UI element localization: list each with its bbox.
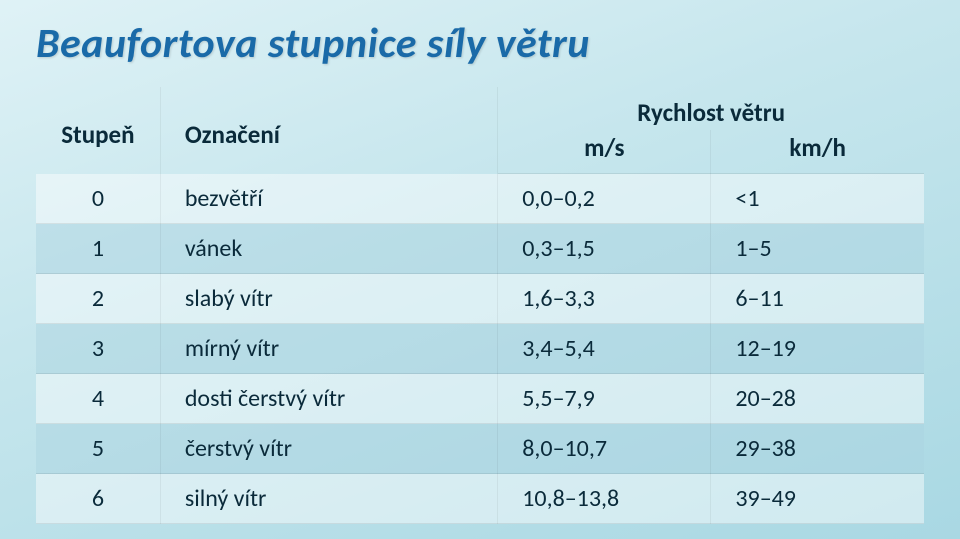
col-header-kmh: km/h xyxy=(711,130,924,174)
cell-oznaceni: bezvětří xyxy=(160,174,497,224)
cell-stupen: 2 xyxy=(36,274,160,324)
table-row: 2 slabý vítr 1,6–3,3 6–11 xyxy=(36,274,924,324)
cell-ms: 0,3–1,5 xyxy=(498,224,711,274)
table-row: 5 čerstvý vítr 8,0–10,7 29–38 xyxy=(36,424,924,474)
cell-kmh: 1–5 xyxy=(711,224,924,274)
col-header-oznaceni: Označení xyxy=(160,87,497,174)
cell-ms: 3,4–5,4 xyxy=(498,324,711,374)
cell-ms: 10,8–13,8 xyxy=(498,474,711,524)
cell-stupen: 1 xyxy=(36,224,160,274)
slide-title: Beaufortova stupnice síly větru xyxy=(36,18,924,69)
cell-oznaceni: silný vítr xyxy=(160,474,497,524)
cell-oznaceni: dosti čerstvý vítr xyxy=(160,374,497,424)
cell-stupen: 5 xyxy=(36,424,160,474)
cell-ms: 1,6–3,3 xyxy=(498,274,711,324)
table-row: 1 vánek 0,3–1,5 1–5 xyxy=(36,224,924,274)
table-row: 4 dosti čerstvý vítr 5,5–7,9 20–28 xyxy=(36,374,924,424)
cell-ms: 0,0–0,2 xyxy=(498,174,711,224)
table-body: 0 bezvětří 0,0–0,2 <1 1 vánek 0,3–1,5 1–… xyxy=(36,174,924,524)
cell-oznaceni: čerstvý vítr xyxy=(160,424,497,474)
cell-stupen: 6 xyxy=(36,474,160,524)
cell-kmh: 20–28 xyxy=(711,374,924,424)
cell-oznaceni: slabý vítr xyxy=(160,274,497,324)
cell-stupen: 4 xyxy=(36,374,160,424)
col-header-rychlost: Rychlost větru xyxy=(498,87,924,130)
cell-kmh: 39–49 xyxy=(711,474,924,524)
col-header-stupen: Stupeň xyxy=(36,87,160,174)
cell-stupen: 3 xyxy=(36,324,160,374)
cell-kmh: 6–11 xyxy=(711,274,924,324)
cell-kmh: 29–38 xyxy=(711,424,924,474)
col-header-ms: m/s xyxy=(498,130,711,174)
cell-ms: 5,5–7,9 xyxy=(498,374,711,424)
cell-oznaceni: mírný vítr xyxy=(160,324,497,374)
cell-stupen: 0 xyxy=(36,174,160,224)
table-row: 3 mírný vítr 3,4–5,4 12–19 xyxy=(36,324,924,374)
table-row: 0 bezvětří 0,0–0,2 <1 xyxy=(36,174,924,224)
table-row: 6 silný vítr 10,8–13,8 39–49 xyxy=(36,474,924,524)
cell-kmh: <1 xyxy=(711,174,924,224)
cell-oznaceni: vánek xyxy=(160,224,497,274)
beaufort-table: Stupeň Označení Rychlost větru m/s km/h … xyxy=(36,87,924,524)
cell-ms: 8,0–10,7 xyxy=(498,424,711,474)
cell-kmh: 12–19 xyxy=(711,324,924,374)
